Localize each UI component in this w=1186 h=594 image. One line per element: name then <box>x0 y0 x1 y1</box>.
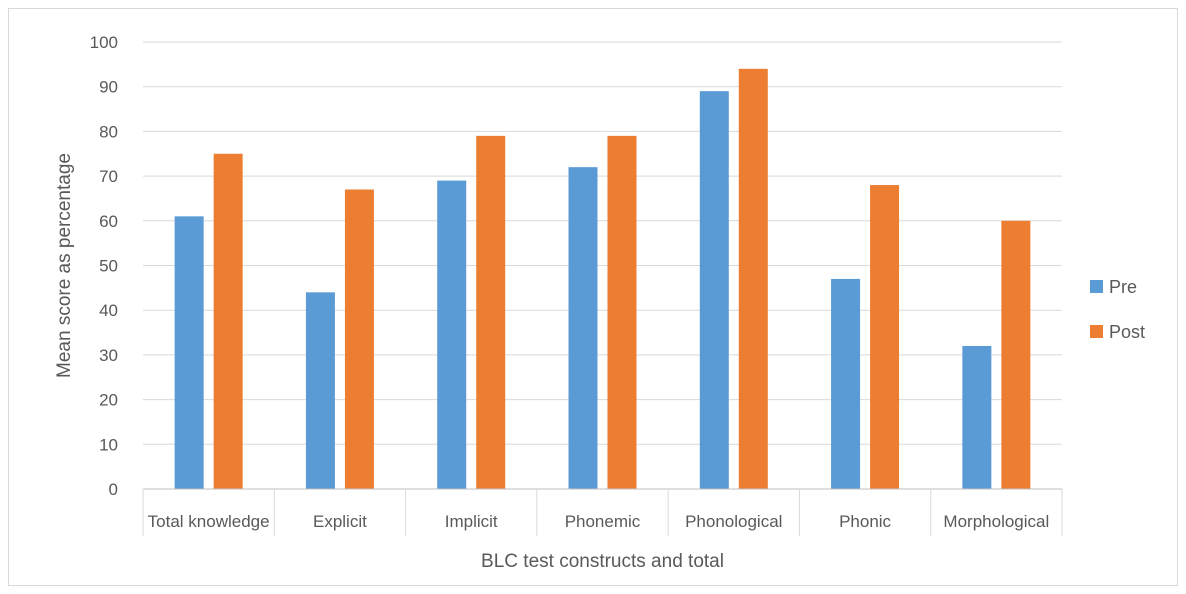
y-tick-label: 70 <box>99 167 118 186</box>
legend-swatch-post <box>1090 325 1103 338</box>
bar-post-2 <box>476 135 506 489</box>
y-tick-label: 20 <box>99 391 118 410</box>
x-tick-labels: Total knowledge Explicit Implicit Phonemic P… <box>148 512 1050 531</box>
x-tick-label: Phonological <box>685 512 782 531</box>
bars <box>174 68 1031 490</box>
bar-pre-1 <box>305 292 335 489</box>
bar-pre-3 <box>568 167 598 489</box>
x-tick-label: Total knowledge <box>148 512 270 531</box>
y-tick-label: 90 <box>99 78 118 97</box>
y-tick-label: 0 <box>109 480 118 499</box>
bar-post-1 <box>344 189 374 489</box>
bar-pre-4 <box>699 91 729 490</box>
gridlines <box>143 41 1062 445</box>
y-tick-label: 40 <box>99 301 118 320</box>
x-tick-label: Explicit <box>313 512 367 531</box>
bar-pre-5 <box>831 278 861 489</box>
y-tick-label: 50 <box>99 257 118 276</box>
bar-post-4 <box>738 68 768 489</box>
x-tick-label: Phonic <box>839 512 891 531</box>
legend-swatch-pre <box>1090 280 1103 293</box>
x-tick-label: Phonemic <box>565 512 641 531</box>
y-tick-label: 80 <box>99 122 118 141</box>
y-tick-label: 60 <box>99 212 118 231</box>
legend-label-pre: Pre <box>1109 277 1137 297</box>
bar-post-0 <box>213 153 243 489</box>
y-tick-label: 30 <box>99 346 118 365</box>
x-axis-title: BLC test constructs and total <box>481 551 724 572</box>
bar-pre-2 <box>437 180 467 489</box>
legend-label-post: Post <box>1109 322 1145 342</box>
bar-pre-6 <box>962 345 992 489</box>
bar-pre-0 <box>174 216 204 489</box>
x-axis <box>142 488 1063 536</box>
y-tick-label: 100 <box>90 33 118 52</box>
x-tick-label: Morphological <box>943 512 1049 531</box>
y-axis-title: Mean score as percentage <box>54 153 75 378</box>
bar-post-5 <box>870 185 900 490</box>
y-tick-labels: 0 10 20 30 40 50 60 70 80 90 100 <box>90 33 118 499</box>
bar-post-6 <box>1001 220 1031 490</box>
legend: Pre Post <box>1090 277 1145 342</box>
bar-post-3 <box>607 135 637 489</box>
x-tick-label: Implicit <box>445 512 498 531</box>
y-tick-label: 10 <box>99 435 118 454</box>
